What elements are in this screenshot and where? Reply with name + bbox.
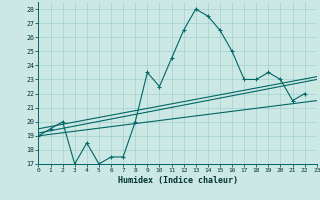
X-axis label: Humidex (Indice chaleur): Humidex (Indice chaleur) [118, 176, 238, 185]
